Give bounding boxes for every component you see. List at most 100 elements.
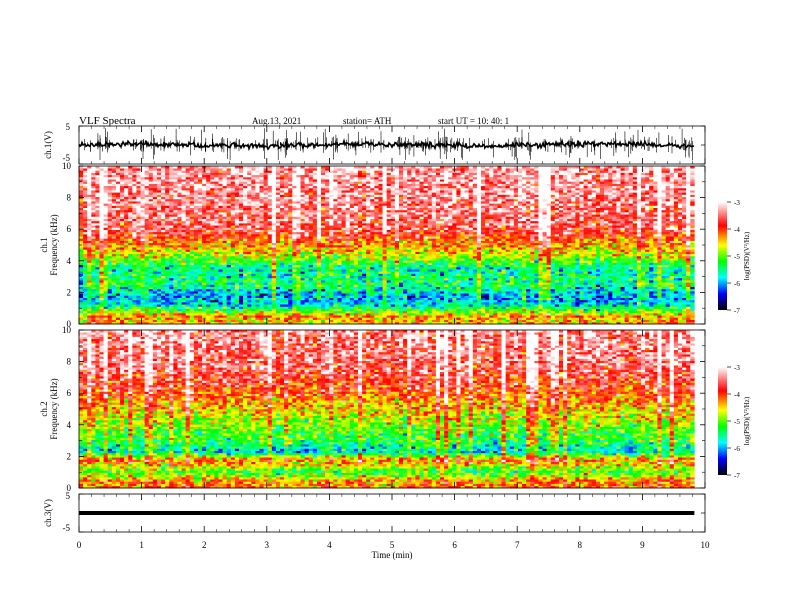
spectrogram-cell xyxy=(156,319,162,323)
spectrogram-cell xyxy=(120,288,125,292)
spectrogram-cell xyxy=(156,196,162,200)
spectrogram-cell xyxy=(259,280,264,283)
spectrogram-cell xyxy=(148,266,154,270)
spectrogram-cell xyxy=(263,240,269,244)
spectrogram-cell xyxy=(251,166,256,169)
spectrogram-cell xyxy=(152,242,158,246)
spectrogram-cell xyxy=(251,251,256,255)
spectrogram-cell xyxy=(316,271,322,274)
spectrogram-cell xyxy=(214,203,219,206)
spectrogram-cell xyxy=(99,249,104,252)
spectrogram-cell xyxy=(140,194,145,198)
spectrogram-cell xyxy=(226,231,232,235)
spectrogram-cell xyxy=(87,275,92,279)
spectrogram-cell xyxy=(312,293,318,296)
spectrogram-cell xyxy=(152,216,158,219)
spectrogram-cell xyxy=(304,306,310,309)
spectrogram-cell xyxy=(173,203,178,206)
spectrogram-cell xyxy=(181,255,186,259)
spectrogram-cell xyxy=(271,284,277,287)
spectrogram-cell xyxy=(165,201,170,204)
spectrogram-cell xyxy=(156,284,162,287)
spectrogram-cell xyxy=(87,286,92,290)
spectrogram-cell xyxy=(136,236,141,239)
spectrogram-cell xyxy=(144,288,150,292)
spectrogram-cell xyxy=(185,277,191,281)
spectrogram-cell xyxy=(169,258,174,261)
spectrogram-cell xyxy=(275,198,281,202)
spectrogram-cell xyxy=(329,282,334,285)
spectrogram-cell xyxy=(144,262,150,266)
spectrogram-cell xyxy=(304,282,310,285)
spectrogram-cell xyxy=(103,181,109,184)
spectrogram-cell xyxy=(238,187,244,191)
spectrogram-cell xyxy=(132,271,137,274)
spectrogram-cell xyxy=(87,247,92,250)
spectrogram-cell xyxy=(156,198,162,202)
spectrogram-cell xyxy=(83,269,88,272)
spectrogram-cell xyxy=(280,291,285,294)
spectrogram-cell xyxy=(132,240,137,244)
spectrogram-cell xyxy=(300,227,305,230)
spectrogram-cell xyxy=(136,273,141,277)
spectrogram-cell xyxy=(312,216,318,219)
spectrogram-cell xyxy=(259,275,264,279)
spectrogram-cell xyxy=(214,231,219,235)
spectrogram-cell xyxy=(161,179,166,182)
spectrogram-cell xyxy=(300,282,305,285)
spectrogram-cell xyxy=(165,282,170,285)
spectrogram-cell xyxy=(325,253,330,257)
spectrogram-cell xyxy=(181,220,186,224)
spectrogram-cell xyxy=(136,179,141,182)
spectrogram-cell xyxy=(136,176,141,180)
spectrogram-cell xyxy=(333,205,338,208)
spectrogram-cell xyxy=(251,209,256,213)
spectrogram-cell xyxy=(177,271,182,274)
spectrogram-cell xyxy=(210,181,215,184)
spectrogram-cell xyxy=(284,223,289,226)
spectrogram-cell xyxy=(177,306,182,309)
spectrogram-cell xyxy=(321,286,326,290)
spectrogram-cell xyxy=(120,297,125,301)
spectrogram-cell xyxy=(165,306,170,309)
spectrogram-cell xyxy=(202,288,207,292)
spectrogram-cell xyxy=(124,231,129,235)
spectrogram-cell xyxy=(165,168,170,171)
spectrogram-cell xyxy=(325,319,330,323)
spectrogram-cell xyxy=(107,229,113,233)
spectrogram-cell xyxy=(128,214,133,217)
spectrogram-cell xyxy=(83,212,88,215)
spectrogram-cell xyxy=(156,277,162,281)
spectrogram-cell xyxy=(271,277,277,281)
spectrogram-cell xyxy=(218,231,223,235)
spectrogram-cell xyxy=(300,284,305,287)
spectrogram-cell xyxy=(275,225,281,228)
spectrogram-cell xyxy=(304,212,310,215)
spectrogram-cell xyxy=(79,234,84,237)
spectrogram-cell xyxy=(218,260,223,263)
spectrogram-cell xyxy=(152,205,158,208)
date-label: Aug.13, 2021 xyxy=(252,116,301,126)
spectrogram-cell xyxy=(325,286,330,290)
spectrogram-cell xyxy=(140,181,145,184)
spectrogram-cell xyxy=(280,218,285,222)
spectrogram-cell xyxy=(87,205,92,208)
spectrogram-cell xyxy=(251,288,256,292)
spectrogram-cell xyxy=(193,321,199,325)
spectrogram-cell xyxy=(169,181,174,184)
spectrogram-cell xyxy=(337,220,342,224)
spectrogram-cell xyxy=(292,240,297,244)
spectrogram-cell xyxy=(181,260,186,263)
spectrogram-cell xyxy=(333,264,338,268)
spectrogram-cell xyxy=(255,196,260,200)
spectrogram-cell xyxy=(169,260,174,263)
spectrogram-cell xyxy=(140,269,145,272)
spectrogram-cell xyxy=(99,288,104,292)
spectrogram-cell xyxy=(271,216,277,219)
spectrogram-cell xyxy=(173,258,178,261)
spectrogram-cell xyxy=(136,203,141,206)
spectrogram-cell xyxy=(111,194,117,198)
spectrogram-cell xyxy=(345,251,351,255)
spectrogram-cell xyxy=(95,249,100,252)
spectrogram-cell xyxy=(321,245,326,248)
